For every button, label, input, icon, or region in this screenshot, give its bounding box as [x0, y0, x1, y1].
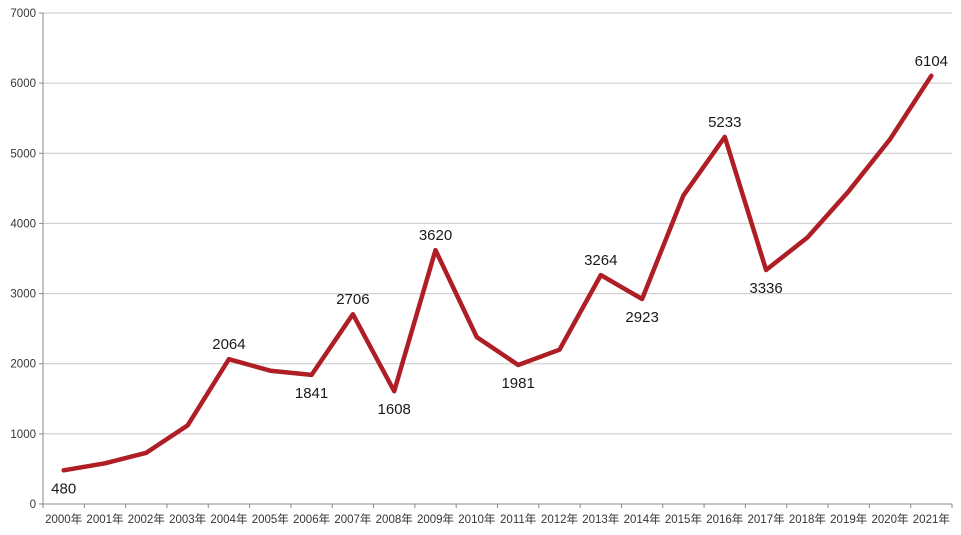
x-axis-label: 2021年: [913, 512, 950, 526]
data-point-label: 3336: [749, 280, 782, 297]
y-axis-label: 3000: [10, 289, 36, 301]
x-axis-label: 2016年: [706, 512, 743, 526]
x-axis-label: 2012年: [541, 512, 578, 526]
data-point-label: 2706: [336, 291, 369, 308]
x-axis-label: 2018年: [789, 512, 826, 526]
data-point-label: 2064: [212, 336, 245, 353]
x-axis-label: 2014年: [624, 512, 661, 526]
x-axis-label: 2006年: [293, 512, 330, 526]
x-axis-label: 2008年: [376, 512, 413, 526]
x-axis-label: 2009年: [417, 512, 454, 526]
x-axis-label: 2013年: [582, 512, 619, 526]
x-axis-label: 2003年: [169, 512, 206, 526]
x-axis-label: 2019年: [830, 512, 867, 526]
y-axis-label: 1000: [10, 429, 36, 441]
y-axis-label: 5000: [10, 148, 36, 160]
x-axis-label: 2002年: [128, 512, 165, 526]
x-axis-label: 2001年: [86, 512, 123, 526]
data-point-label: 480: [51, 480, 76, 497]
x-axis-label: 2017年: [748, 512, 785, 526]
data-point-label: 3264: [584, 252, 617, 269]
y-axis-label: 2000: [10, 359, 36, 371]
x-axis-label: 2004年: [210, 512, 247, 526]
series-line: [61, 73, 934, 473]
x-axis-label: 2000年: [45, 512, 82, 526]
data-point-label: 3620: [419, 227, 452, 244]
data-point-label: 6104: [915, 53, 948, 70]
y-axis-label: 6000: [10, 78, 36, 90]
x-axis-label: 2010年: [458, 512, 495, 526]
data-point-label: 2923: [625, 309, 658, 326]
y-axis-label: 0: [30, 499, 36, 511]
y-axis-label: 4000: [10, 218, 36, 230]
data-point-label: 1981: [501, 375, 534, 392]
x-axis-label: 2005年: [252, 512, 289, 526]
y-axis-label: 7000: [10, 8, 36, 20]
data-point-label: 1841: [295, 385, 328, 402]
x-axis-label: 2007年: [334, 512, 371, 526]
x-axis-label: 2011年: [500, 512, 536, 526]
data-point-label: 1608: [378, 401, 411, 418]
x-axis-label: 2015年: [665, 512, 702, 526]
x-axis-label: 2020年: [871, 512, 908, 526]
data-point-label: 5233: [708, 114, 741, 131]
